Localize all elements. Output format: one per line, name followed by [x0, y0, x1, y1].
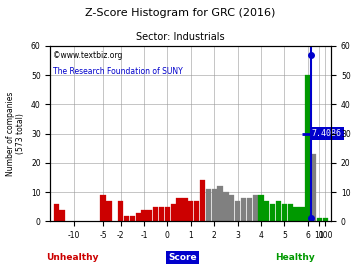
Bar: [118, 201, 123, 221]
Bar: [299, 207, 305, 221]
Bar: [217, 186, 223, 221]
Text: Score: Score: [168, 253, 197, 262]
Text: Z-Score Histogram for GRC (2016): Z-Score Histogram for GRC (2016): [85, 8, 275, 18]
Bar: [153, 207, 158, 221]
Bar: [323, 218, 328, 221]
Bar: [305, 75, 310, 221]
Bar: [252, 195, 258, 221]
Bar: [311, 154, 316, 221]
Text: Unhealthy: Unhealthy: [46, 253, 99, 262]
Bar: [130, 215, 135, 221]
Bar: [212, 189, 217, 221]
Bar: [176, 198, 182, 221]
Y-axis label: Number of companies
(573 total): Number of companies (573 total): [6, 92, 25, 176]
Bar: [194, 201, 199, 221]
Bar: [106, 201, 112, 221]
Bar: [247, 198, 252, 221]
Bar: [264, 201, 270, 221]
Bar: [135, 213, 141, 221]
Bar: [171, 204, 176, 221]
Bar: [182, 198, 188, 221]
Bar: [200, 180, 205, 221]
Bar: [206, 189, 211, 221]
Bar: [165, 207, 170, 221]
Text: Sector: Industrials: Sector: Industrials: [136, 32, 224, 42]
Bar: [235, 201, 240, 221]
Bar: [100, 195, 106, 221]
Bar: [124, 215, 129, 221]
Bar: [223, 192, 229, 221]
Bar: [293, 207, 299, 221]
Bar: [276, 201, 281, 221]
Bar: [258, 195, 264, 221]
Bar: [270, 204, 275, 221]
Text: ©www.textbiz.org: ©www.textbiz.org: [53, 51, 123, 60]
Bar: [54, 204, 59, 221]
Bar: [159, 207, 164, 221]
Text: 7.4086: 7.4086: [312, 129, 342, 138]
Bar: [288, 204, 293, 221]
Bar: [229, 195, 234, 221]
Bar: [317, 218, 322, 221]
Text: The Research Foundation of SUNY: The Research Foundation of SUNY: [53, 67, 183, 76]
Bar: [59, 210, 65, 221]
Bar: [282, 204, 287, 221]
Bar: [147, 210, 153, 221]
Bar: [241, 198, 246, 221]
Bar: [188, 201, 193, 221]
Text: Healthy: Healthy: [275, 253, 315, 262]
Bar: [141, 210, 147, 221]
